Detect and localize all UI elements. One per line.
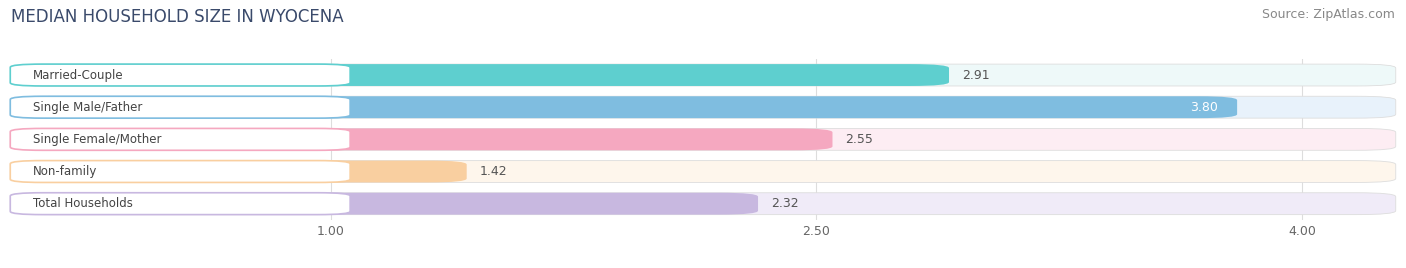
Text: Single Male/Father: Single Male/Father <box>32 101 142 114</box>
Text: 2.55: 2.55 <box>845 133 873 146</box>
Text: Single Female/Mother: Single Female/Mother <box>32 133 162 146</box>
FancyBboxPatch shape <box>10 161 350 183</box>
FancyBboxPatch shape <box>10 161 1396 183</box>
FancyBboxPatch shape <box>10 64 949 86</box>
FancyBboxPatch shape <box>10 96 350 118</box>
FancyBboxPatch shape <box>10 193 758 215</box>
FancyBboxPatch shape <box>10 128 350 150</box>
Text: Total Households: Total Households <box>32 197 132 210</box>
FancyBboxPatch shape <box>10 193 350 215</box>
FancyBboxPatch shape <box>10 128 832 150</box>
Text: 2.32: 2.32 <box>770 197 799 210</box>
Text: MEDIAN HOUSEHOLD SIZE IN WYOCENA: MEDIAN HOUSEHOLD SIZE IN WYOCENA <box>11 8 344 26</box>
Text: 1.42: 1.42 <box>479 165 508 178</box>
FancyBboxPatch shape <box>10 193 1396 215</box>
FancyBboxPatch shape <box>10 96 1396 118</box>
FancyBboxPatch shape <box>10 64 350 86</box>
Text: Source: ZipAtlas.com: Source: ZipAtlas.com <box>1261 8 1395 21</box>
FancyBboxPatch shape <box>10 64 1396 86</box>
FancyBboxPatch shape <box>10 161 467 183</box>
Text: 3.80: 3.80 <box>1189 101 1218 114</box>
Text: Non-family: Non-family <box>32 165 97 178</box>
FancyBboxPatch shape <box>10 128 1396 150</box>
FancyBboxPatch shape <box>10 96 1237 118</box>
Text: 2.91: 2.91 <box>962 69 990 81</box>
Text: Married-Couple: Married-Couple <box>32 69 124 81</box>
